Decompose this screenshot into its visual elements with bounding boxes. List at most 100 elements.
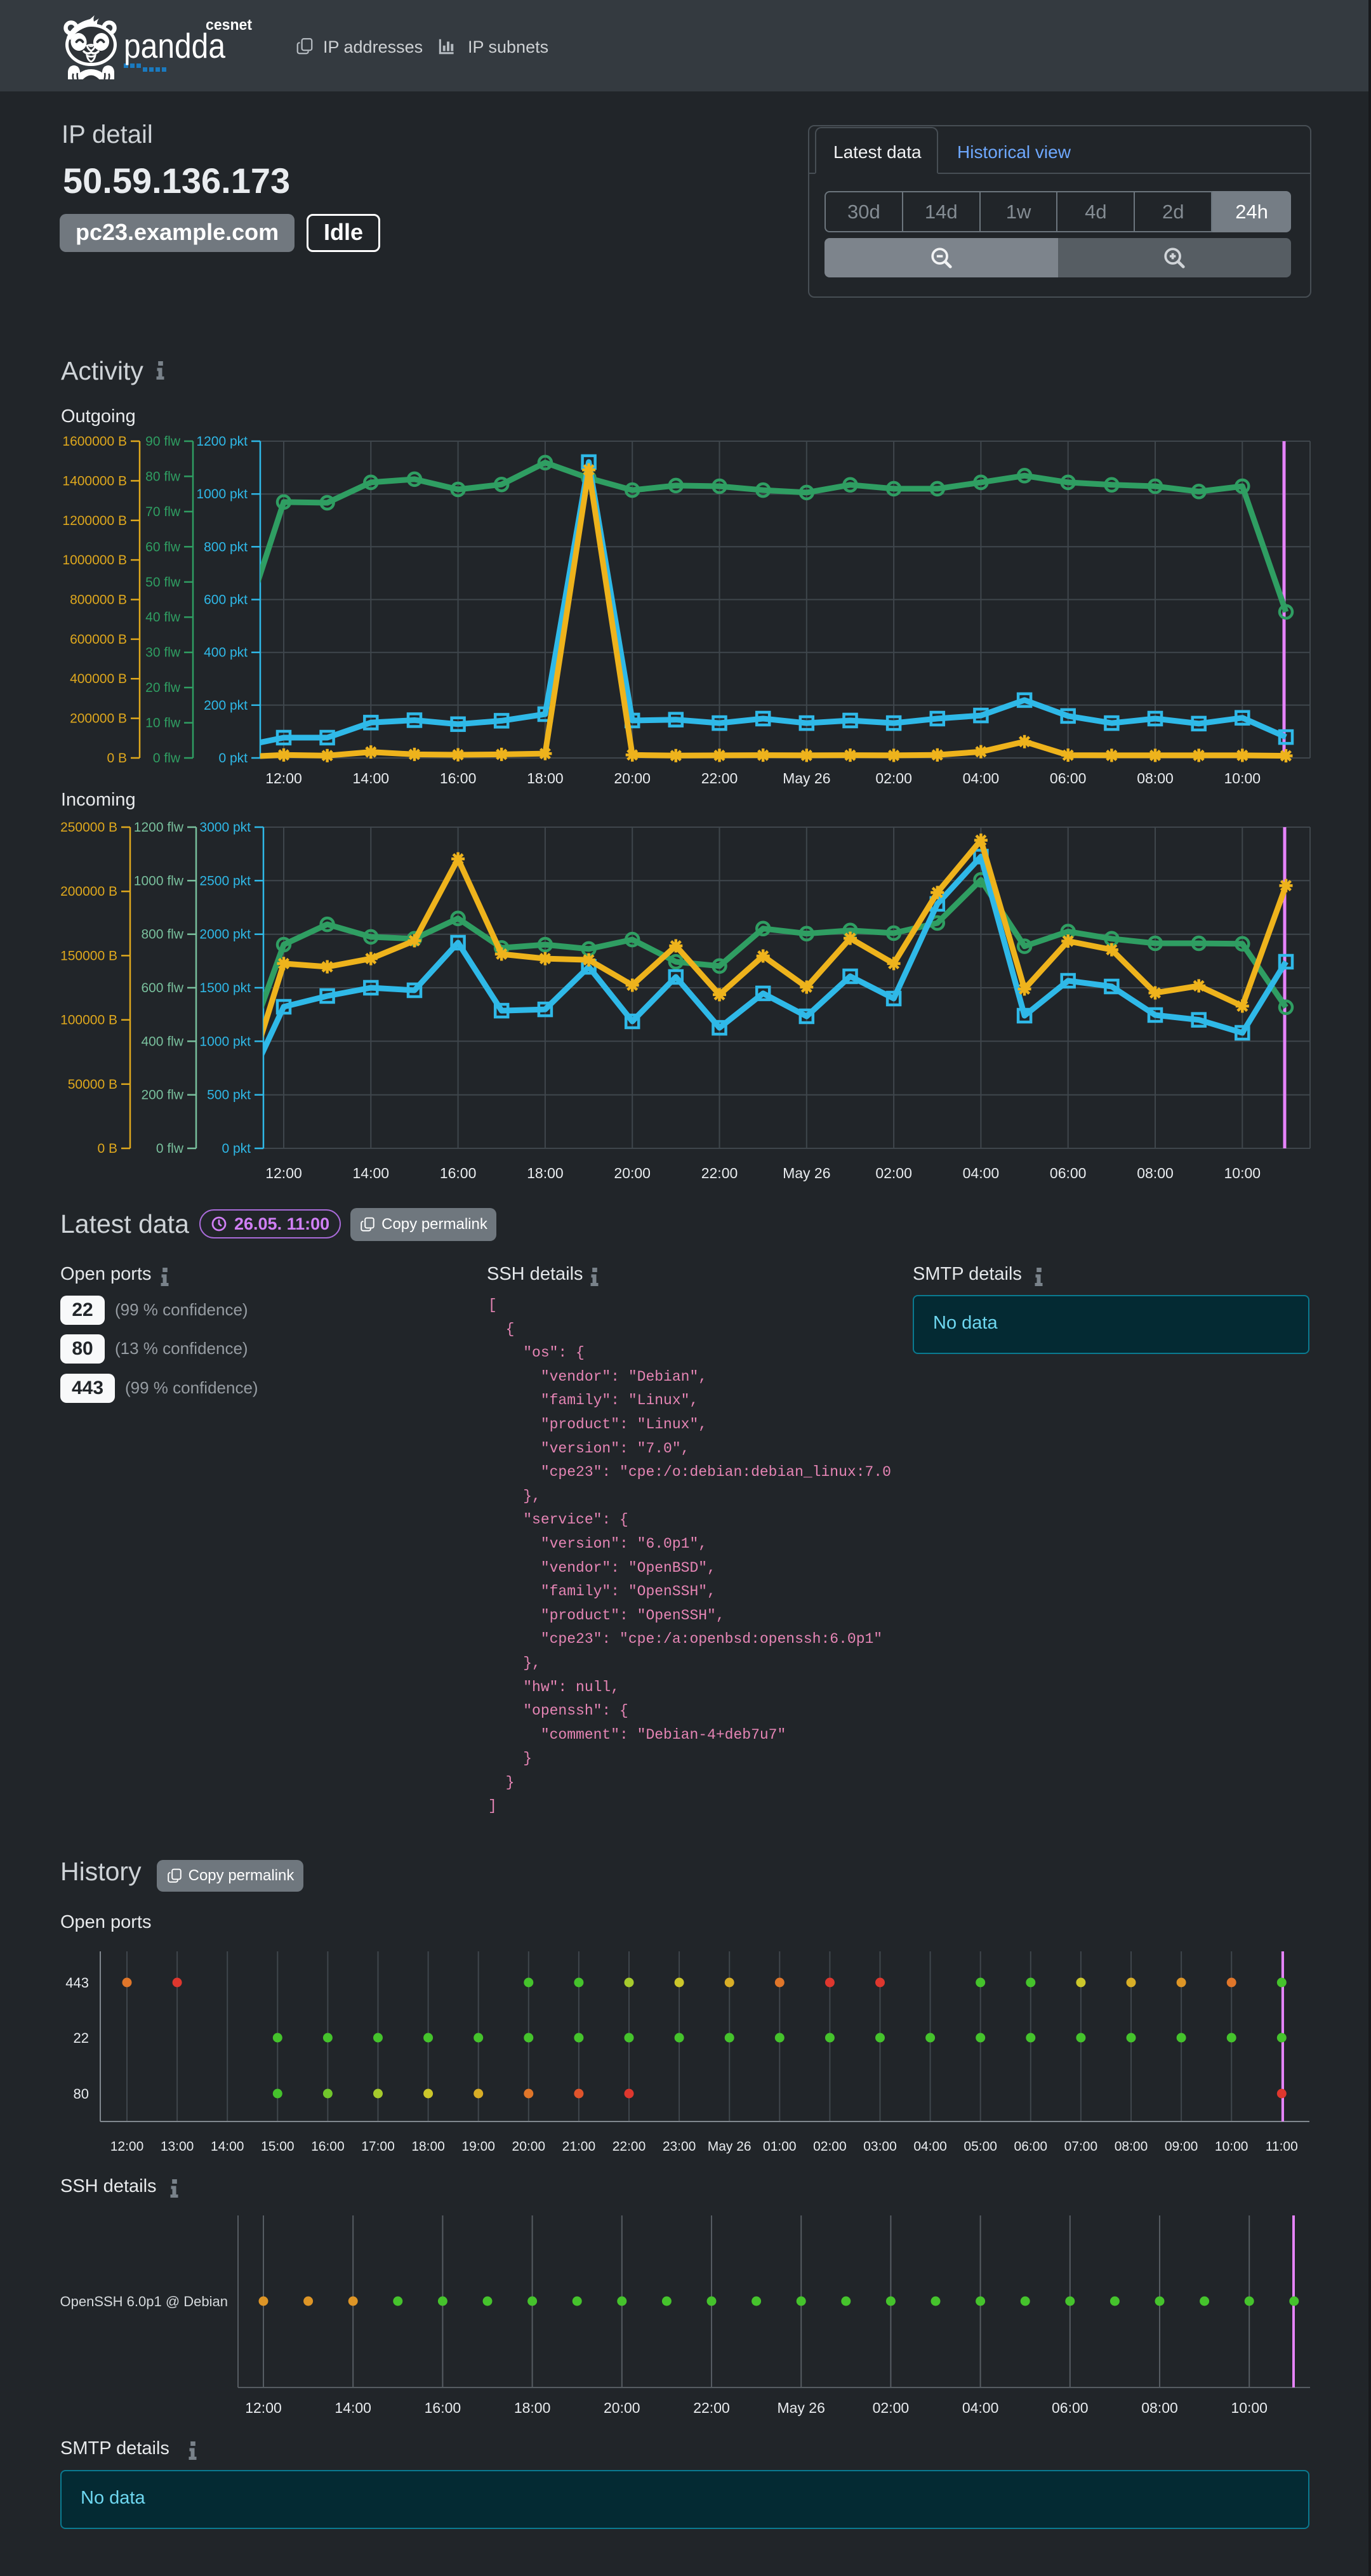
svg-text:20:00: 20:00 bbox=[614, 770, 651, 787]
svg-text:70 flw: 70 flw bbox=[145, 505, 181, 519]
svg-text:0 pkt: 0 pkt bbox=[218, 751, 248, 766]
svg-text:May 26: May 26 bbox=[708, 2139, 752, 2154]
svg-text:pandda: pandda bbox=[124, 26, 225, 65]
svg-text:10:00: 10:00 bbox=[1224, 770, 1261, 787]
svg-text:500 pkt: 500 pkt bbox=[207, 1088, 251, 1103]
svg-text:04:00: 04:00 bbox=[962, 2400, 999, 2416]
svg-text:100000 B: 100000 B bbox=[60, 1013, 117, 1028]
svg-text:18:00: 18:00 bbox=[411, 2139, 445, 2154]
svg-text:1500 pkt: 1500 pkt bbox=[199, 981, 251, 995]
svg-text:2500 pkt: 2500 pkt bbox=[199, 873, 251, 888]
svg-text:18:00: 18:00 bbox=[527, 1165, 564, 1181]
svg-text:800 pkt: 800 pkt bbox=[204, 540, 248, 554]
svg-text:17:00: 17:00 bbox=[361, 2139, 395, 2154]
svg-text:15:00: 15:00 bbox=[261, 2139, 295, 2154]
svg-text:200 flw: 200 flw bbox=[141, 1088, 183, 1103]
svg-text:06:00: 06:00 bbox=[1014, 2139, 1048, 2154]
svg-text:60 flw: 60 flw bbox=[145, 540, 181, 554]
svg-text:05:00: 05:00 bbox=[964, 2139, 997, 2154]
svg-text:400 pkt: 400 pkt bbox=[204, 646, 248, 660]
svg-text:May 26: May 26 bbox=[783, 770, 830, 787]
svg-text:02:00: 02:00 bbox=[813, 2139, 847, 2154]
svg-text:50 flw: 50 flw bbox=[145, 575, 181, 590]
svg-text:10:00: 10:00 bbox=[1215, 2139, 1248, 2154]
svg-text:0 flw: 0 flw bbox=[156, 1141, 184, 1156]
svg-text:10 flw: 10 flw bbox=[145, 716, 181, 731]
svg-text:600000 B: 600000 B bbox=[70, 632, 127, 647]
svg-text:cesnet: cesnet bbox=[206, 17, 252, 34]
svg-text:80: 80 bbox=[74, 2086, 89, 2102]
svg-text:90 flw: 90 flw bbox=[145, 434, 181, 449]
svg-text:01:00: 01:00 bbox=[763, 2139, 797, 2154]
svg-text:06:00: 06:00 bbox=[1052, 2400, 1089, 2416]
svg-text:600 pkt: 600 pkt bbox=[204, 593, 248, 607]
svg-text:16:00: 16:00 bbox=[440, 1165, 477, 1181]
svg-text:200000 B: 200000 B bbox=[70, 712, 127, 726]
svg-text:08:00: 08:00 bbox=[1115, 2139, 1148, 2154]
svg-text:14:00: 14:00 bbox=[353, 770, 390, 787]
svg-text:20:00: 20:00 bbox=[512, 2139, 546, 2154]
svg-text:09:00: 09:00 bbox=[1165, 2139, 1198, 2154]
svg-text:20 flw: 20 flw bbox=[145, 681, 181, 695]
svg-text:400 flw: 400 flw bbox=[141, 1034, 183, 1049]
svg-text:1400000 B: 1400000 B bbox=[62, 474, 127, 488]
svg-text:OpenSSH 6.0p1 @ Debian: OpenSSH 6.0p1 @ Debian bbox=[60, 2294, 228, 2309]
svg-text:14:00: 14:00 bbox=[353, 1165, 390, 1181]
svg-text:600 flw: 600 flw bbox=[141, 981, 183, 995]
svg-text:04:00: 04:00 bbox=[913, 2139, 947, 2154]
svg-text:20:00: 20:00 bbox=[604, 2400, 640, 2416]
svg-text:18:00: 18:00 bbox=[527, 770, 564, 787]
svg-text:0 B: 0 B bbox=[107, 751, 127, 766]
svg-text:08:00: 08:00 bbox=[1137, 1165, 1174, 1181]
svg-text:1600000 B: 1600000 B bbox=[62, 434, 127, 449]
svg-text:19:00: 19:00 bbox=[461, 2139, 495, 2154]
svg-text:800000 B: 800000 B bbox=[70, 593, 127, 607]
svg-text:22: 22 bbox=[74, 2030, 89, 2046]
svg-text:250000 B: 250000 B bbox=[60, 820, 117, 835]
svg-text:400000 B: 400000 B bbox=[70, 672, 127, 686]
svg-text:10:00: 10:00 bbox=[1231, 2400, 1268, 2416]
svg-text:08:00: 08:00 bbox=[1137, 770, 1174, 787]
svg-text:21:00: 21:00 bbox=[562, 2139, 596, 2154]
svg-text:06:00: 06:00 bbox=[1050, 770, 1087, 787]
svg-text:02:00: 02:00 bbox=[875, 770, 912, 787]
svg-text:2000 pkt: 2000 pkt bbox=[199, 927, 251, 942]
svg-text:16:00: 16:00 bbox=[425, 2400, 461, 2416]
svg-text:0 pkt: 0 pkt bbox=[222, 1141, 251, 1156]
svg-text:16:00: 16:00 bbox=[440, 770, 477, 787]
svg-text:443: 443 bbox=[65, 1975, 89, 1991]
svg-text:22:00: 22:00 bbox=[613, 2139, 646, 2154]
svg-text:22:00: 22:00 bbox=[693, 2400, 730, 2416]
svg-text:18:00: 18:00 bbox=[514, 2400, 551, 2416]
svg-text:1000 pkt: 1000 pkt bbox=[199, 1034, 251, 1049]
svg-text:16:00: 16:00 bbox=[311, 2139, 345, 2154]
svg-text:11:00: 11:00 bbox=[1266, 2139, 1298, 2154]
svg-text:200000 B: 200000 B bbox=[60, 884, 117, 899]
svg-text:1200000 B: 1200000 B bbox=[62, 514, 127, 528]
svg-text:04:00: 04:00 bbox=[963, 1165, 1000, 1181]
svg-text:40 flw: 40 flw bbox=[145, 610, 181, 625]
svg-text:07:00: 07:00 bbox=[1064, 2139, 1098, 2154]
svg-text:1200 pkt: 1200 pkt bbox=[196, 434, 248, 449]
svg-text:0 B: 0 B bbox=[97, 1141, 117, 1156]
svg-text:10:00: 10:00 bbox=[1224, 1165, 1261, 1181]
svg-text:13:00: 13:00 bbox=[161, 2139, 194, 2154]
svg-text:1000 pkt: 1000 pkt bbox=[196, 487, 248, 501]
svg-text:22:00: 22:00 bbox=[701, 770, 738, 787]
svg-text:12:00: 12:00 bbox=[245, 2400, 282, 2416]
svg-text:22:00: 22:00 bbox=[701, 1165, 738, 1181]
svg-text:1200 flw: 1200 flw bbox=[134, 820, 184, 835]
svg-text:80 flw: 80 flw bbox=[145, 469, 181, 484]
svg-text:03:00: 03:00 bbox=[863, 2139, 897, 2154]
svg-text:14:00: 14:00 bbox=[211, 2139, 244, 2154]
svg-text:23:00: 23:00 bbox=[663, 2139, 696, 2154]
svg-text:30 flw: 30 flw bbox=[145, 646, 181, 660]
svg-text:14:00: 14:00 bbox=[334, 2400, 371, 2416]
svg-text:1000000 B: 1000000 B bbox=[62, 553, 127, 568]
svg-text:20:00: 20:00 bbox=[614, 1165, 651, 1181]
svg-text:12:00: 12:00 bbox=[110, 2139, 144, 2154]
svg-text:06:00: 06:00 bbox=[1050, 1165, 1087, 1181]
svg-text:02:00: 02:00 bbox=[875, 1165, 912, 1181]
svg-text:1000 flw: 1000 flw bbox=[134, 873, 184, 888]
svg-text:800 flw: 800 flw bbox=[141, 927, 183, 942]
